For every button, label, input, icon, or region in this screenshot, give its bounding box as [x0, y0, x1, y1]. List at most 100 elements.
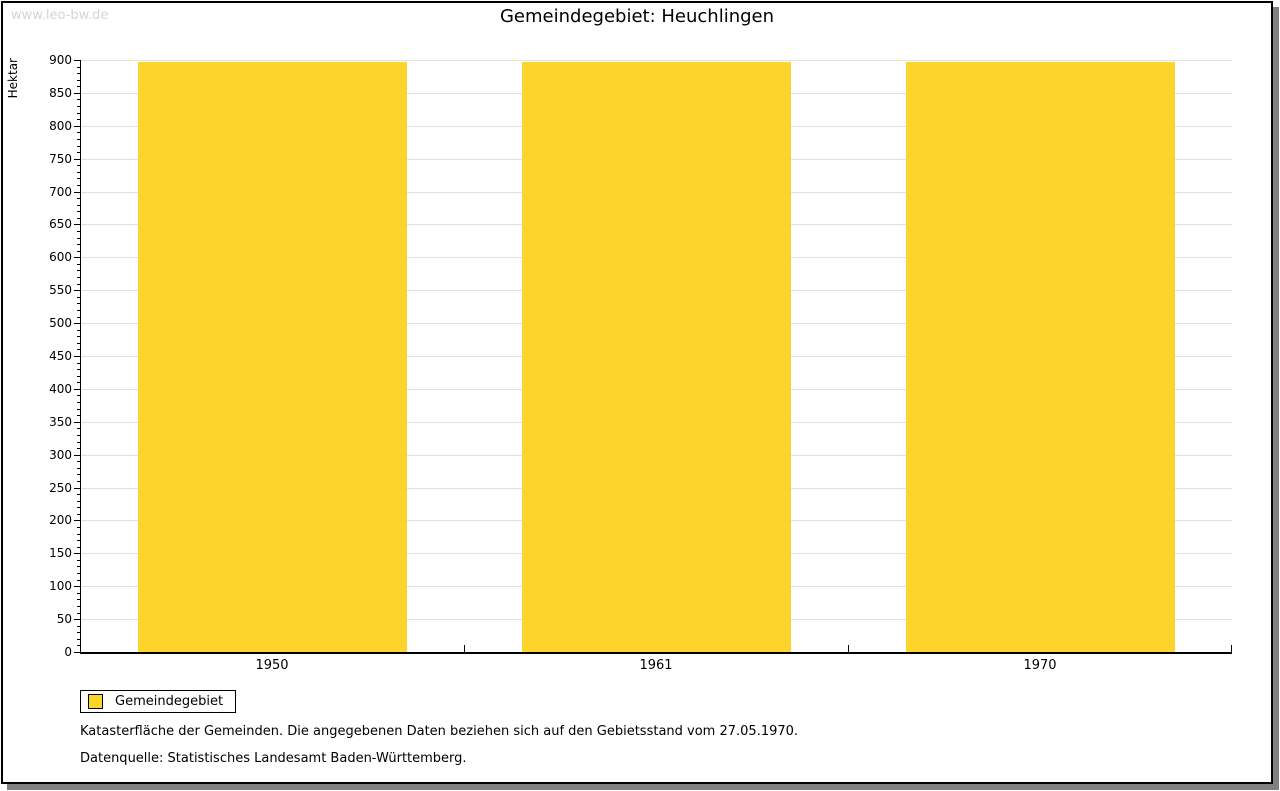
y-major-tick-250: [74, 487, 80, 489]
y-major-tick-100: [74, 586, 80, 588]
y-major-tick-400: [74, 388, 80, 390]
legend-label: Gemeindegebiet: [115, 694, 224, 709]
y-minor-tick: [77, 599, 80, 601]
y-tick-label-450: 450: [49, 349, 72, 363]
y-minor-tick: [77, 441, 80, 443]
y-minor-tick: [77, 546, 80, 548]
y-tick-label-800: 800: [49, 118, 72, 133]
y-tick-label-200: 200: [49, 513, 72, 528]
y-minor-tick: [77, 204, 80, 206]
y-tick-label-500: 500: [49, 316, 72, 331]
y-minor-tick: [77, 86, 80, 88]
y-axis-label: Hektar: [6, 58, 20, 99]
y-minor-tick: [77, 632, 80, 634]
category-boundary-tick: [848, 645, 849, 652]
footnote-line1: Katasterfläche der Gemeinden. Die angege…: [80, 724, 799, 739]
y-minor-tick: [77, 461, 80, 463]
y-minor-tick: [77, 362, 80, 364]
y-minor-tick: [77, 540, 80, 542]
y-major-tick-450: [74, 356, 80, 357]
y-major-tick-50: [74, 619, 80, 621]
y-major-tick-0: [74, 652, 80, 653]
y-minor-tick: [77, 625, 80, 627]
bar-1950: [138, 62, 407, 652]
y-minor-tick: [77, 237, 80, 239]
bar-1961: [522, 62, 791, 652]
y-minor-tick: [77, 138, 80, 140]
y-major-tick-900: [74, 60, 80, 61]
y-major-tick-750: [74, 158, 80, 160]
y-minor-tick: [77, 513, 80, 515]
x-tick-label-1970: 1970: [1023, 658, 1057, 673]
y-tick-label-0: 0: [64, 645, 72, 659]
y-minor-tick: [77, 533, 80, 535]
y-major-tick-500: [74, 323, 80, 325]
y-minor-tick: [77, 231, 80, 233]
y-minor-tick: [77, 283, 80, 285]
y-minor-tick: [77, 263, 80, 265]
y-minor-tick: [77, 467, 80, 469]
y-minor-tick: [77, 605, 80, 607]
y-minor-tick: [77, 559, 80, 561]
y-minor-tick: [77, 329, 80, 331]
y-major-tick-550: [74, 290, 80, 292]
y-minor-tick: [77, 152, 80, 154]
chart-title: Gemeindegebiet: Heuchlingen: [499, 6, 775, 27]
y-minor-tick: [77, 211, 80, 213]
x-tick-label-1950: 1950: [255, 658, 289, 673]
y-tick-label-900: 900: [49, 53, 72, 67]
y-minor-tick: [77, 349, 80, 351]
y-minor-tick: [77, 79, 80, 81]
y-minor-tick: [77, 527, 80, 529]
y-minor-tick: [77, 448, 80, 450]
y-minor-tick: [77, 573, 80, 575]
y-major-tick-600: [74, 257, 80, 259]
y-minor-tick: [77, 66, 80, 68]
y-major-tick-350: [74, 421, 80, 423]
y-minor-tick: [77, 645, 80, 647]
y-minor-tick: [77, 132, 80, 134]
y-minor-tick: [77, 303, 80, 305]
y-minor-tick: [77, 507, 80, 509]
watermark: www.leo-bw.de: [11, 8, 109, 23]
y-major-tick-150: [74, 553, 80, 555]
y-major-tick-650: [74, 224, 80, 226]
y-minor-tick: [77, 112, 80, 114]
y-tick-label-400: 400: [49, 381, 72, 396]
y-minor-tick: [77, 500, 80, 502]
y-minor-tick: [77, 106, 80, 108]
y-minor-tick: [77, 296, 80, 298]
legend-swatch: [88, 694, 103, 709]
y-tick-label-550: 550: [49, 283, 72, 298]
category-boundary-tick: [464, 645, 465, 652]
y-minor-tick: [77, 480, 80, 482]
y-tick-label-350: 350: [49, 414, 72, 429]
y-minor-tick: [77, 73, 80, 75]
y-minor-tick: [77, 494, 80, 496]
y-major-tick-800: [74, 125, 80, 127]
y-minor-tick: [77, 566, 80, 568]
x-tick-label-1961: 1961: [639, 658, 673, 673]
y-minor-tick: [77, 277, 80, 279]
y-tick-label-700: 700: [49, 184, 72, 199]
y-major-tick-200: [74, 520, 80, 522]
y-major-tick-850: [74, 92, 80, 94]
y-tick-label-850: 850: [49, 85, 72, 100]
y-tick-label-150: 150: [49, 546, 72, 561]
y-minor-tick: [77, 184, 80, 186]
y-minor-tick: [77, 165, 80, 167]
y-tick-label-750: 750: [49, 151, 72, 166]
y-minor-tick: [77, 612, 80, 614]
y-minor-tick: [77, 217, 80, 219]
y-tick-label-100: 100: [49, 579, 72, 594]
y-minor-tick: [77, 119, 80, 121]
footnote-line2: Datenquelle: Statistisches Landesamt Bad…: [80, 751, 467, 766]
y-minor-tick: [77, 336, 80, 338]
y-minor-tick: [77, 408, 80, 410]
y-minor-tick: [77, 244, 80, 246]
y-minor-tick: [77, 270, 80, 272]
y-minor-tick: [77, 342, 80, 344]
y-minor-tick: [77, 171, 80, 173]
y-minor-tick: [77, 395, 80, 397]
